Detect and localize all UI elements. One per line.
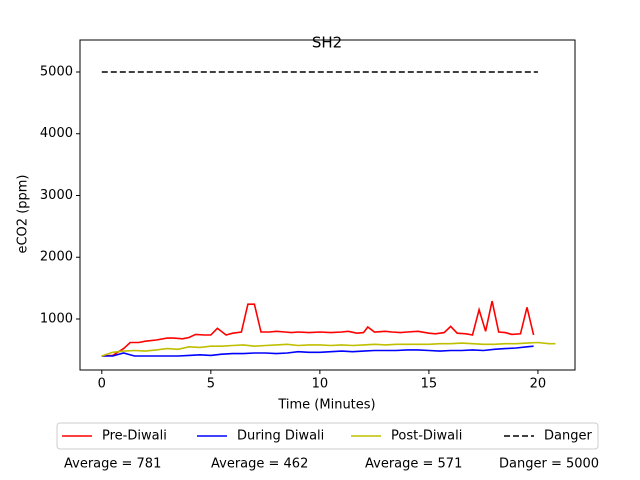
y-tick-label: 1000 [40, 311, 73, 326]
line-series [101, 341, 556, 357]
y-tick-label: 4000 [40, 126, 73, 141]
x-tick-label: 5 [207, 377, 215, 392]
y-axis-label: eCO2 (ppm) [16, 174, 31, 253]
legend-box [56, 422, 599, 450]
annotation: Average = 462 [211, 457, 308, 472]
x-axis-label: Time (Minutes) [277, 398, 375, 413]
y-tick-label: 2000 [40, 250, 73, 265]
legend-label: During Diwali [237, 429, 324, 444]
legend-label: Pre-Diwali [102, 429, 167, 444]
legend-label: Danger [544, 429, 592, 444]
annotation: Danger = 5000 [499, 457, 599, 472]
x-tick-label: 0 [98, 377, 106, 392]
line-series [101, 300, 535, 357]
x-tick-label: 15 [421, 377, 438, 392]
chart-title: SH2 [312, 34, 342, 52]
y-tick-label: 3000 [40, 188, 73, 203]
plot-frame [79, 39, 576, 371]
line-series [101, 345, 534, 357]
legend-label: Post-Diwali [391, 429, 462, 444]
x-tick-label: 10 [312, 377, 329, 392]
x-tick-label: 20 [530, 377, 547, 392]
y-tick-label: 5000 [40, 64, 73, 79]
annotation: Average = 781 [64, 457, 161, 472]
annotation: Average = 571 [365, 457, 462, 472]
